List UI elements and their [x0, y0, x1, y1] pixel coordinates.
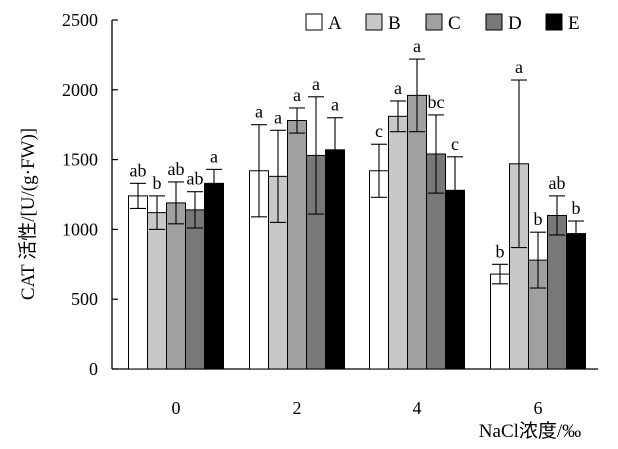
- y-axis-label: CAT 活性/[U/(g·FW)]: [17, 128, 39, 300]
- bar-C-0: [166, 202, 186, 370]
- significance-letter: c: [375, 121, 383, 141]
- chart-axes: 0 500 1000 1500 2000 2500 0 2 4 6: [62, 10, 598, 418]
- bar-E-2: [325, 149, 345, 370]
- chart-bars: [128, 94, 586, 370]
- significance-letter: ab: [130, 160, 147, 180]
- significance-letter: a: [293, 85, 301, 105]
- significance-letter: a: [274, 107, 282, 127]
- significance-letter: c: [451, 134, 459, 154]
- legend-swatch-D: [485, 13, 503, 31]
- bar-B-0: [147, 212, 167, 370]
- x-tick-label: 0: [172, 398, 181, 418]
- bar-C-2: [287, 120, 307, 370]
- bar-E-6: [566, 233, 586, 370]
- significance-letter: ab: [187, 169, 204, 189]
- significance-letter: a: [210, 146, 218, 166]
- significance-letter: a: [331, 95, 339, 115]
- significance-letter: a: [413, 36, 421, 56]
- y-tick-label: 500: [71, 289, 98, 309]
- y-tick-label: 0: [89, 359, 98, 379]
- x-tick-label: 4: [413, 398, 422, 418]
- significance-letter: a: [394, 78, 402, 98]
- x-axis-label: NaCl浓度/‰: [479, 420, 581, 442]
- significance-letter: b: [534, 209, 543, 229]
- y-tick-label: 1500: [62, 150, 98, 170]
- significance-letter: ab: [168, 159, 185, 179]
- chart-legend: A B C D E: [305, 13, 580, 34]
- bar-A-0: [128, 195, 148, 370]
- bar-A-4: [369, 170, 389, 370]
- bar-A-6: [490, 273, 510, 370]
- legend-label-E: E: [568, 13, 580, 34]
- error-bars: [130, 58, 584, 289]
- significance-letter: b: [572, 198, 581, 218]
- significance-letter: b: [153, 173, 162, 193]
- y-tick-label: 2500: [62, 10, 98, 30]
- legend-label-B: B: [388, 13, 401, 34]
- significance-letter: a: [515, 57, 523, 77]
- legend-swatch-A: [305, 13, 323, 31]
- legend-label-C: C: [448, 13, 461, 34]
- significance-letter: ab: [549, 173, 566, 193]
- legend-label-D: D: [508, 13, 522, 34]
- y-tick-label: 1000: [62, 219, 98, 239]
- legend-swatch-E: [545, 13, 563, 31]
- legend-label-A: A: [328, 13, 342, 34]
- bar-B-4: [388, 115, 408, 370]
- bar-E-0: [204, 182, 224, 370]
- x-tick-label: 6: [534, 398, 543, 418]
- y-tick-label: 2000: [62, 80, 98, 100]
- significance-letter: a: [312, 74, 320, 94]
- bar-C-4: [407, 94, 427, 370]
- bar-D-0: [185, 209, 205, 370]
- bar-D-6: [547, 214, 567, 370]
- significance-letter: bc: [428, 92, 445, 112]
- legend-swatch-C: [425, 13, 443, 31]
- legend-swatch-B: [365, 13, 383, 31]
- significance-letter: a: [255, 102, 263, 122]
- significance-letter: b: [496, 241, 505, 261]
- x-tick-label: 2: [293, 398, 302, 418]
